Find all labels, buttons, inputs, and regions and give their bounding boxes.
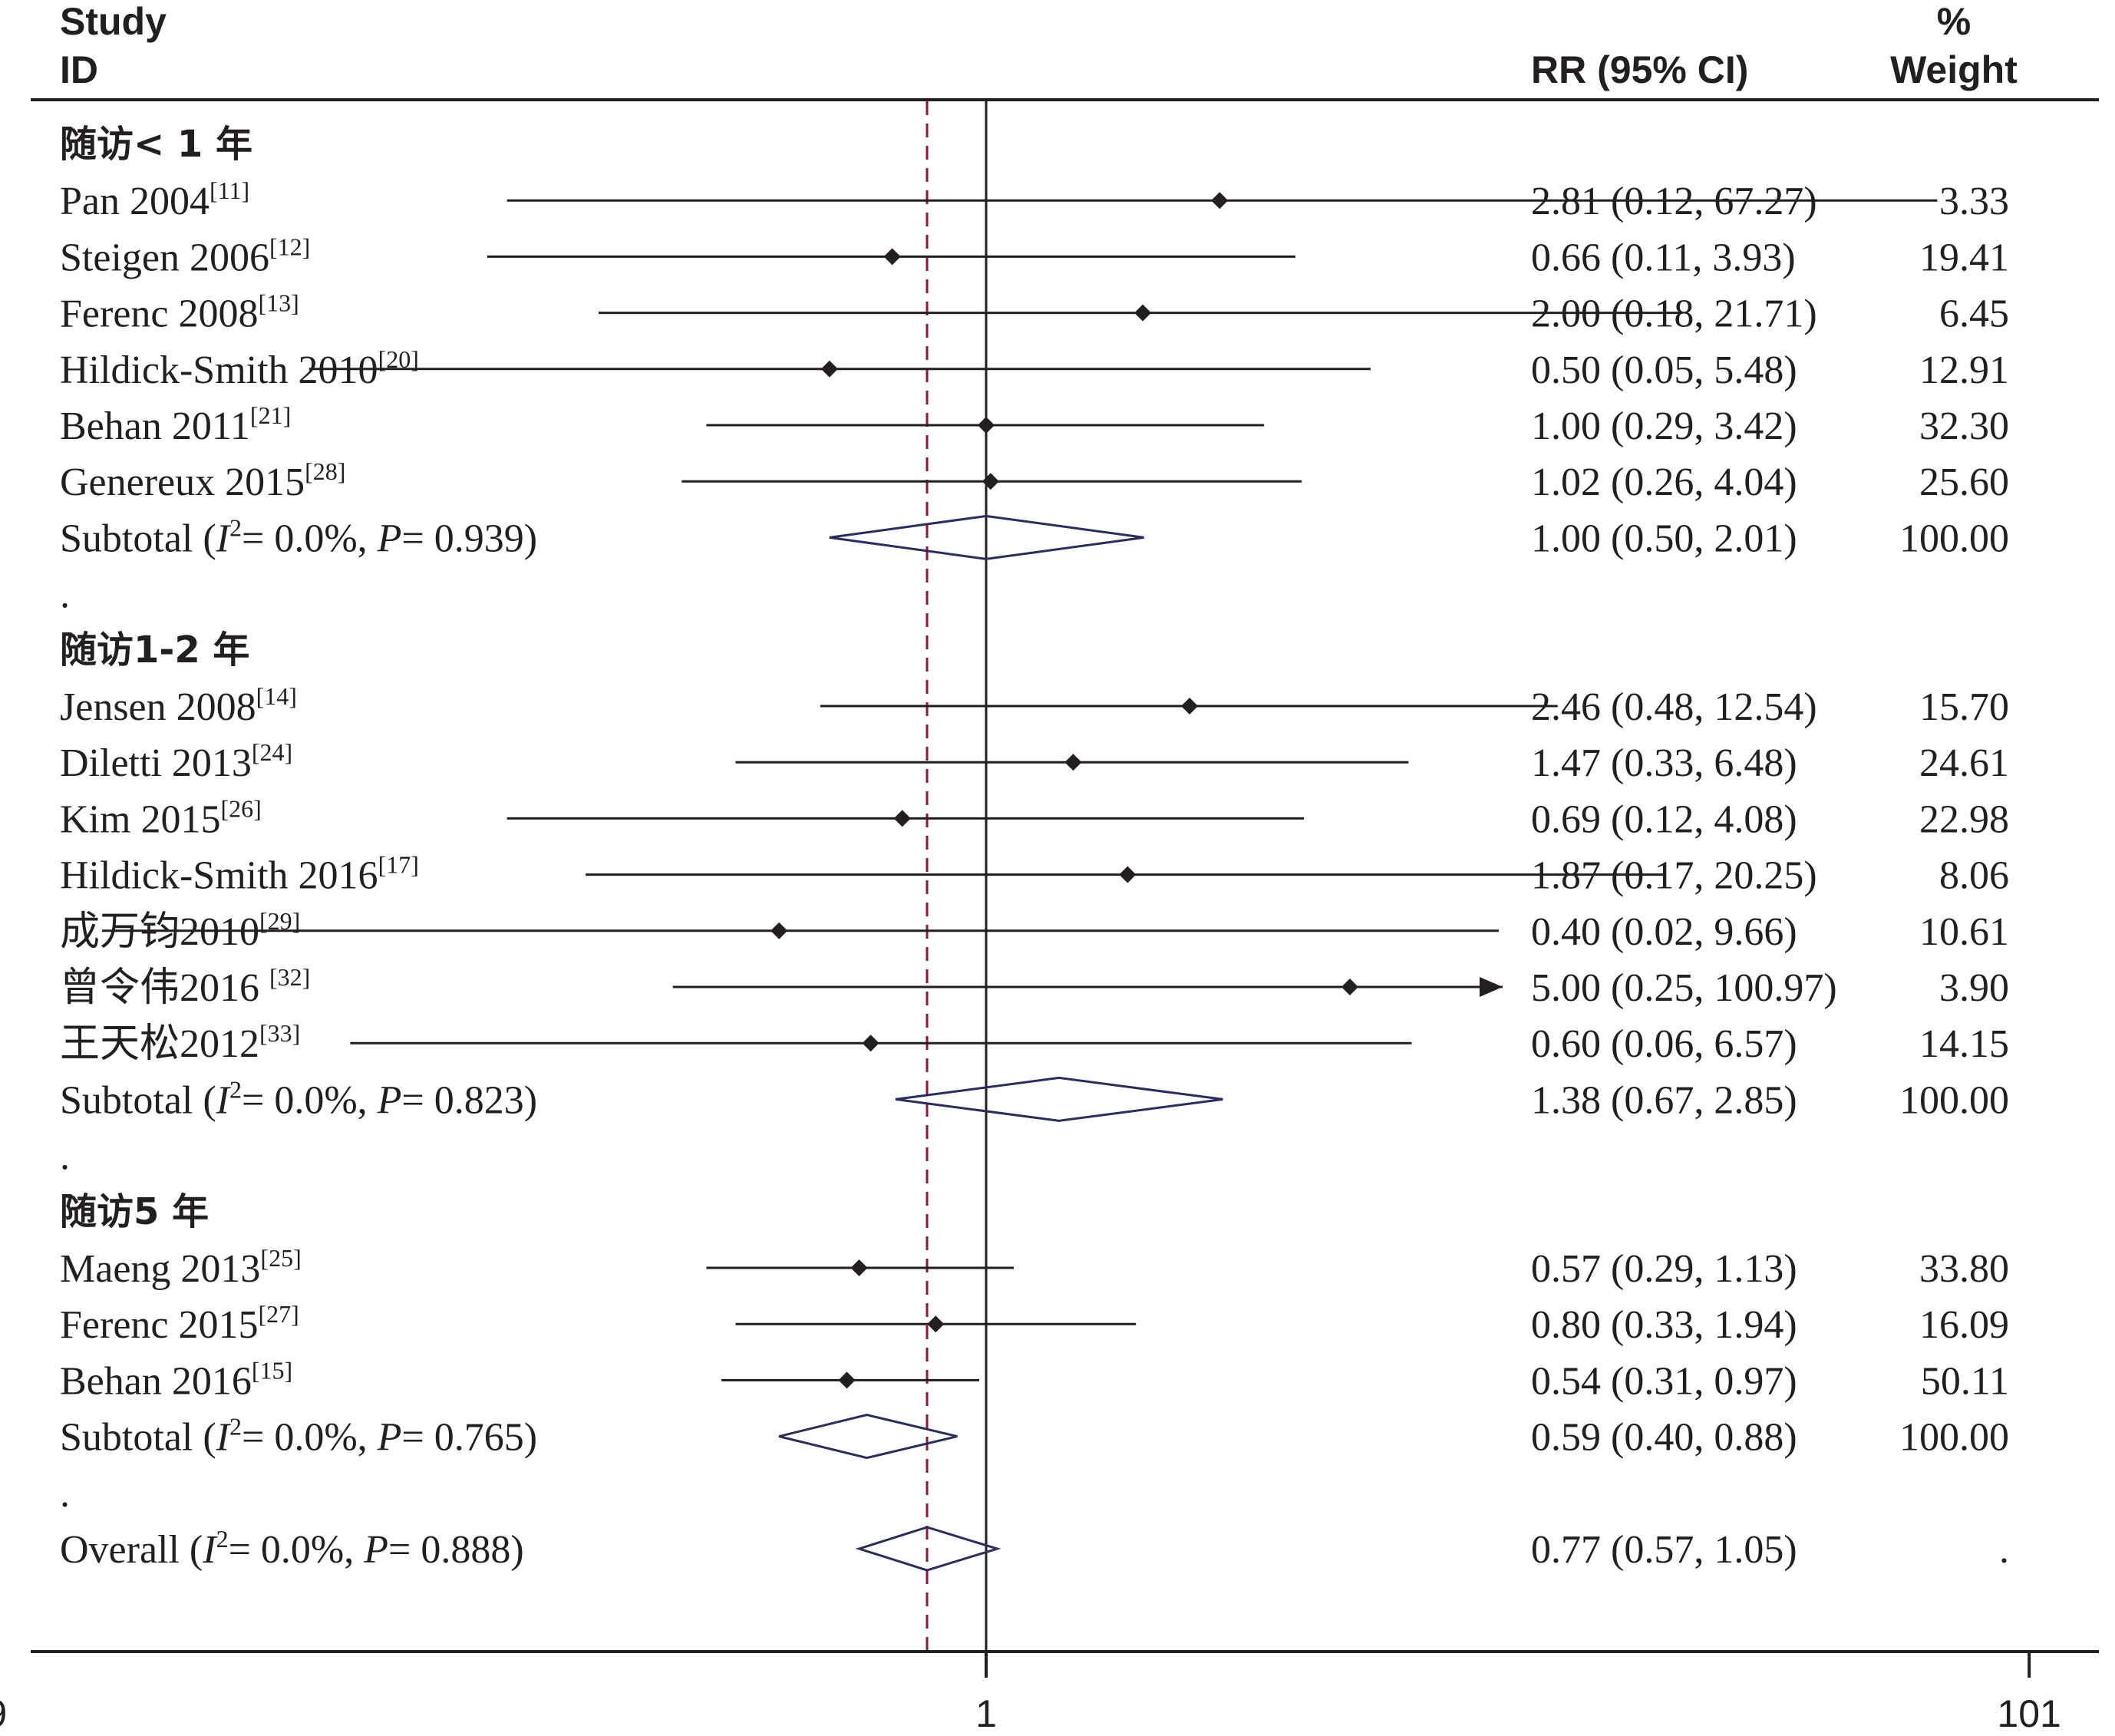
weight-value: 19.41: [1919, 236, 2009, 279]
x-tick-label: 101: [1997, 1692, 2061, 1735]
study-label: Pan 2004[11]: [60, 177, 249, 223]
weight-value: 100.00: [1899, 1078, 2009, 1122]
ci-value: 0.57 (0.29, 1.13): [1531, 1247, 1797, 1291]
weight-value: 100.00: [1899, 517, 2009, 560]
ci-value: 5.00 (0.25, 100.97): [1531, 966, 1837, 1010]
ci-value: 0.66 (0.11, 3.93): [1531, 236, 1796, 279]
study-label: Hildick-Smith 2016[17]: [60, 851, 419, 898]
study-label: Maeng 2013[25]: [60, 1244, 302, 1291]
x-tick-label: 1: [975, 1692, 997, 1735]
point-estimate: [893, 810, 911, 827]
x-tick-label: 0.009 9: [0, 1692, 7, 1735]
subtotal-label: Subtotal (I2= 0.0%, P= 0.765): [60, 1413, 537, 1460]
point-estimate: [862, 1035, 879, 1052]
study-label: 王天松2012[33]: [60, 1019, 300, 1066]
point-estimate: [1341, 979, 1358, 995]
subtotal-diamond: [829, 514, 1144, 560]
study-label: Kim 2015[26]: [60, 794, 262, 841]
weight-value: 33.80: [1919, 1247, 2009, 1291]
ci-value: 0.50 (0.05, 5.48): [1531, 348, 1797, 392]
subtotal-diamond: [778, 1414, 958, 1460]
point-estimate: [770, 922, 788, 939]
study-label: Genereux 2015[28]: [60, 457, 345, 504]
study-header-line1: Study: [60, 0, 167, 43]
point-estimate: [1211, 192, 1229, 210]
point-estimate: [838, 1371, 856, 1389]
weight-value: 25.60: [1919, 460, 2009, 504]
weight-value: 14.15: [1919, 1022, 2009, 1066]
effect-header: RR (95% CI): [1531, 48, 1748, 91]
weight-value: 8.06: [1939, 854, 2009, 898]
weight-value: 50.11: [1921, 1359, 2009, 1403]
ci-value: 1.38 (0.67, 2.85): [1531, 1078, 1797, 1122]
weight-value: 10.61: [1919, 910, 2009, 954]
ci-arrow: [1480, 977, 1503, 997]
weight-value: .: [1999, 1528, 2009, 1572]
weight-value: 32.30: [1919, 404, 2009, 448]
study-label: Jensen 2008[14]: [60, 682, 297, 729]
subtotal-diamond: [895, 1076, 1223, 1122]
separator-dot: .: [60, 1472, 70, 1516]
weight-value: 22.98: [1919, 797, 2009, 841]
separator-dot: .: [60, 573, 70, 617]
point-estimate: [1134, 304, 1152, 322]
ci-value: 1.02 (0.26, 4.04): [1531, 460, 1797, 504]
study-label: Behan 2011[21]: [60, 401, 291, 448]
point-estimate: [1181, 698, 1199, 715]
ci-value: 0.59 (0.40, 0.88): [1531, 1416, 1797, 1460]
point-estimate: [883, 248, 901, 266]
weight-value: 15.70: [1919, 685, 2009, 729]
weight-value: 100.00: [1899, 1416, 2009, 1460]
weight-value: 16.09: [1919, 1303, 2009, 1347]
separator-dot: .: [60, 1135, 70, 1179]
study-label: Ferenc 2015[27]: [60, 1300, 299, 1347]
study-label: Behan 2016[15]: [60, 1356, 292, 1403]
study-label: Diletti 2013[24]: [60, 738, 292, 785]
ci-value: 1.00 (0.50, 2.01): [1531, 517, 1797, 560]
overall-label: Overall (I2= 0.0%, P= 0.888): [60, 1525, 524, 1572]
point-estimate: [978, 417, 995, 434]
weight-header-line1: %: [1937, 0, 1971, 43]
point-estimate: [1119, 866, 1137, 883]
ci-value: 1.47 (0.33, 6.48): [1531, 741, 1797, 785]
point-estimate: [850, 1259, 868, 1276]
header: Study ID RR (95% CI) % Weight: [31, 0, 2099, 101]
ci-value: 1.00 (0.29, 3.42): [1531, 404, 1797, 448]
ci-value: 0.77 (0.57, 1.05): [1531, 1528, 1797, 1572]
study-label: Ferenc 2008[13]: [60, 289, 299, 336]
weight-value: 24.61: [1919, 741, 2009, 785]
weight-value: 3.90: [1939, 966, 2009, 1010]
study-label: Steigen 2006[12]: [60, 233, 310, 279]
subtotal-label: Subtotal (I2= 0.0%, P= 0.939): [60, 513, 537, 560]
ci-value: 2.46 (0.48, 12.54): [1531, 685, 1817, 729]
group-label: 随访< 1 年: [60, 123, 252, 166]
point-estimate: [927, 1315, 945, 1333]
subtotal-label: Subtotal (I2= 0.0%, P= 0.823): [60, 1075, 537, 1122]
point-estimate: [1064, 754, 1082, 771]
study-label: 曾令伟2016 [32]: [60, 963, 310, 1010]
group-label: 随访5 年: [60, 1190, 209, 1233]
x-axis: 0.009 9 1 101: [0, 1650, 2099, 1735]
group-label: 随访1-2 年: [60, 629, 249, 672]
ci-value: 0.80 (0.33, 1.94): [1531, 1303, 1797, 1347]
weight-value: 12.91: [1919, 348, 2009, 392]
ci-value: 0.69 (0.12, 4.08): [1531, 797, 1797, 841]
study-header-line2: ID: [60, 48, 98, 91]
ci-value: 0.60 (0.06, 6.57): [1531, 1022, 1797, 1066]
ci-value: 0.54 (0.31, 0.97): [1531, 1359, 1797, 1403]
overall-diamond: [855, 1526, 1001, 1572]
point-estimate: [820, 360, 838, 378]
ci-value: 0.40 (0.02, 9.66): [1531, 910, 1797, 954]
point-estimate: [982, 473, 999, 490]
weight-value: 6.45: [1939, 292, 2009, 336]
weight-value: 3.33: [1939, 180, 2009, 223]
weight-header-line2: Weight: [1890, 48, 2018, 91]
